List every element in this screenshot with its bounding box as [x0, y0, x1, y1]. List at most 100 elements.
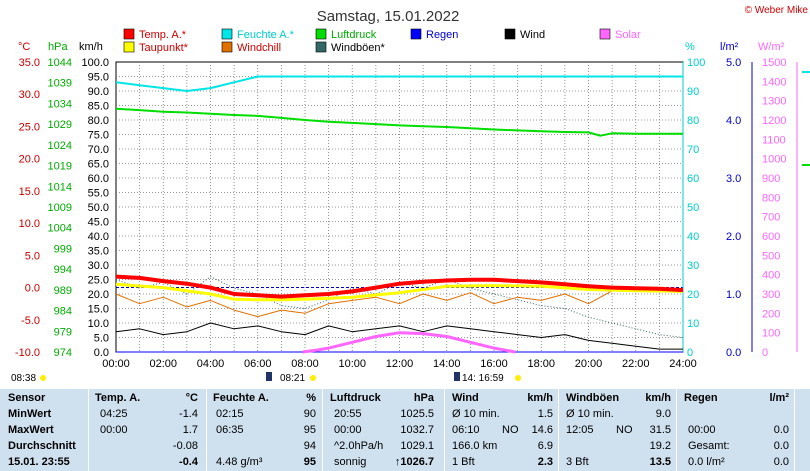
tick-x: 20:00: [575, 358, 603, 370]
tick-solar: 500: [762, 250, 780, 262]
tick-wind: 70.0: [88, 144, 109, 156]
stats-detail: 20:55: [334, 408, 362, 420]
stats-value: 19.2: [649, 440, 671, 452]
moon-icon: [266, 372, 272, 381]
series-line-feuchtea: [115, 75, 683, 92]
tick-solar: 600: [762, 231, 780, 243]
tick-temp: 35.0: [19, 57, 40, 69]
stats-value: -1.4: [179, 408, 198, 420]
tick-pressure: 1004: [48, 223, 72, 235]
tick-wind: 60.0: [88, 173, 109, 185]
stats-divider: [444, 389, 445, 471]
stats-value: 1.7: [182, 424, 198, 436]
tick-humidity: 10: [687, 318, 699, 330]
series-line-windben: [115, 276, 684, 338]
tick-temp: 25.0: [19, 121, 40, 133]
legend-swatch-windchill: [221, 41, 233, 53]
legend-swatch-dewpoint: [123, 41, 135, 53]
tick-solar: 900: [762, 173, 780, 185]
stats-value: 14.6: [531, 424, 553, 436]
stats-detail: 06:35: [216, 424, 244, 436]
stats-header: Wind: [452, 392, 479, 404]
stats-value: 31.5: [649, 424, 671, 436]
tick-humidity: 100: [687, 57, 705, 69]
credit-label: © Weber Mike: [745, 5, 809, 16]
tick-solar: 400: [762, 270, 780, 282]
tick-humidity: 0: [687, 347, 693, 359]
weather-chart: Samstag, 15.01.2022 © Weber Mike Temp. A…: [11, 5, 810, 384]
legend-swatch-wind: [504, 28, 516, 40]
stats-value: 1.5: [537, 408, 553, 420]
moon-icon: [454, 372, 460, 381]
legend-label-gust: Windböen*: [331, 42, 386, 54]
series-line-wind: [115, 322, 683, 350]
tick-wind: 10.0: [88, 318, 109, 330]
axis-units: °C hPa km/h% l/m² W/m²: [18, 41, 785, 53]
stats-row-label: MaxWert: [8, 424, 54, 436]
tick-solar: 0: [762, 347, 768, 359]
stats-divider: [794, 389, 795, 471]
legend-label-solar: Solar: [615, 29, 641, 41]
stats-value: 9.0: [655, 408, 671, 420]
unit-pressure: hPa: [48, 41, 68, 53]
tick-pressure: 1029: [48, 119, 72, 131]
stats-detail: 0.0 l/m²: [688, 456, 725, 468]
tick-wind: 30.0: [88, 260, 109, 272]
tick-wind: 95.0: [88, 72, 109, 84]
stats-divider: [558, 389, 559, 471]
tick-solar: 200: [762, 308, 780, 320]
stats-value: 2.3: [537, 456, 553, 468]
tick-wind: 35.0: [88, 246, 109, 258]
sun-info: 08:38 08:21 14: 16:59: [11, 372, 521, 384]
legend-swatch-solar: [599, 28, 611, 40]
tick-rain: 2.0: [726, 231, 741, 243]
stats-value: 13.5: [649, 456, 671, 468]
stats-detail: Ø 10 min.: [566, 408, 614, 420]
stats-value: 94: [303, 440, 316, 452]
tick-temp: 20.0: [19, 154, 40, 166]
tick-wind: 50.0: [88, 202, 109, 214]
stats-detail: Gesamt:: [688, 440, 730, 452]
tick-humidity: 20: [687, 289, 699, 301]
stats-value: -0.08: [172, 440, 198, 452]
sunrise-label: 08:38: [11, 373, 36, 384]
stats-value: -0.4: [179, 456, 198, 468]
tick-x: 08:00: [291, 358, 319, 370]
tick-pressure: 999: [54, 243, 72, 255]
stats-detail: 1 Bft: [452, 456, 475, 468]
tick-pressure: 979: [54, 326, 72, 338]
tick-humidity: 80: [687, 115, 699, 127]
stats-direction: NO: [502, 424, 519, 436]
chart-title: Samstag, 15.01.2022: [317, 8, 460, 25]
tick-pressure: 1039: [48, 78, 72, 90]
tick-solar: 800: [762, 192, 780, 204]
stats-divider: [206, 389, 207, 471]
tick-wind: 15.0: [88, 304, 109, 316]
stats-detail: 02:15: [216, 408, 244, 420]
tick-pressure: 984: [54, 306, 72, 318]
series-line-luftdruck: [115, 107, 683, 137]
tick-pressure: 974: [54, 347, 72, 359]
stats-detail: Ø 10 min.: [452, 408, 500, 420]
tick-wind: 5.0: [94, 333, 109, 345]
stats-row-label: Durchschnitt: [8, 440, 76, 452]
tick-x: 06:00: [244, 358, 272, 370]
tick-x: 02:00: [149, 358, 177, 370]
tick-wind: 55.0: [88, 188, 109, 200]
tick-x: 12:00: [386, 358, 414, 370]
tick-temp: 5.0: [25, 250, 40, 262]
tick-rain: 3.0: [726, 173, 741, 185]
stats-unit: hPa: [413, 392, 434, 404]
tick-pressure: 1044: [48, 57, 72, 69]
tick-x: 16:00: [480, 358, 508, 370]
legend-label-windchill: Windchill: [237, 42, 281, 54]
legend-label-temp: Temp. A.*: [139, 29, 187, 41]
tick-x: 14:00: [433, 358, 461, 370]
stats-divider: [322, 389, 323, 471]
tick-x: 00:00: [102, 358, 130, 370]
stats-detail: 04:25: [100, 408, 128, 420]
tick-pressure: 1009: [48, 202, 72, 214]
tick-wind: 40.0: [88, 231, 109, 243]
stats-unit: %: [306, 392, 316, 404]
tick-wind: 100.0: [81, 57, 109, 69]
